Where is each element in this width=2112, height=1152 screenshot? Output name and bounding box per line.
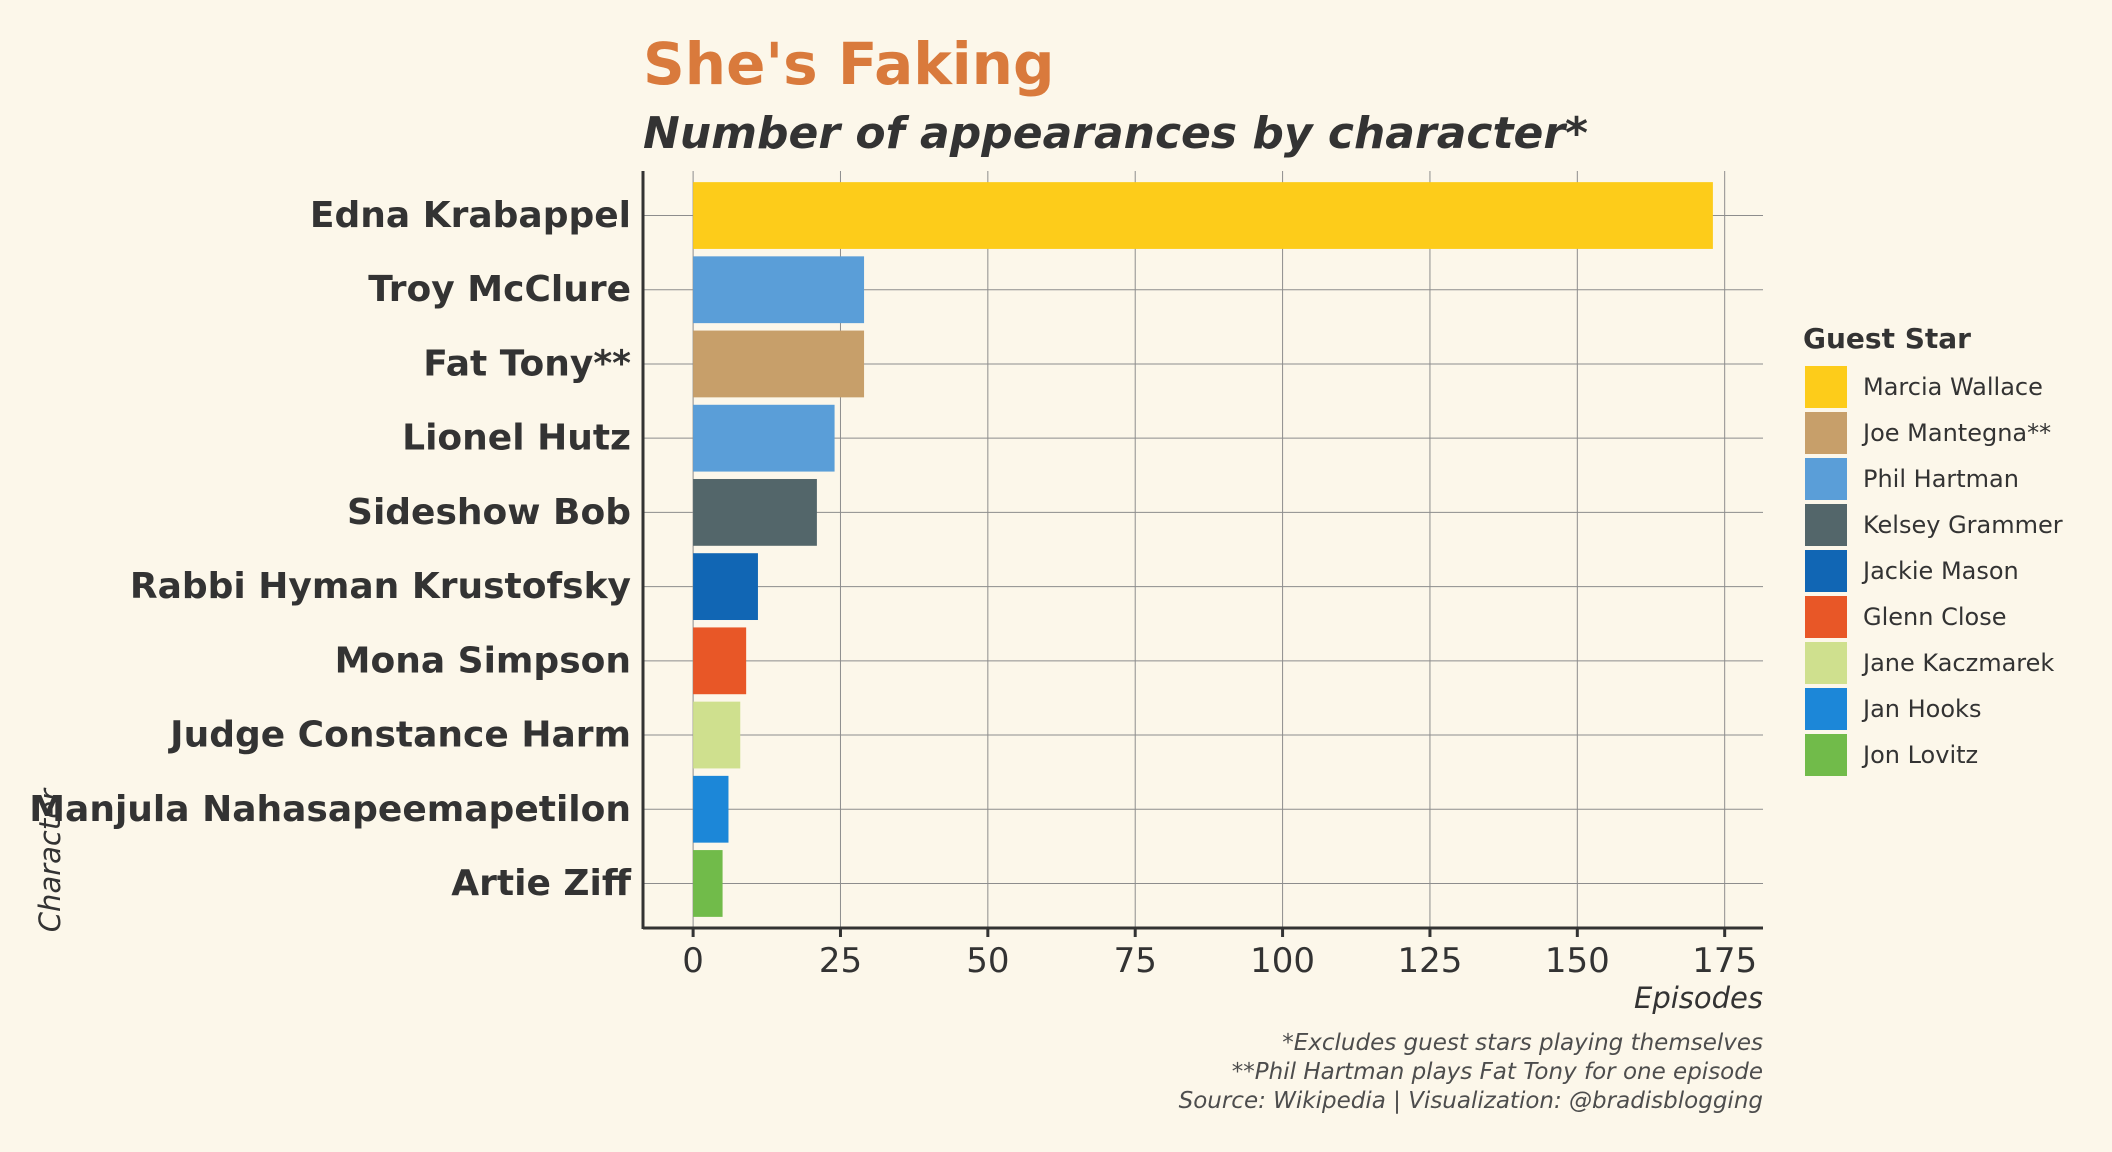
legend-label: Jon Lovitz — [1861, 741, 1978, 769]
legend-label: Jackie Mason — [1861, 557, 2019, 585]
bar — [693, 775, 729, 843]
tick-label: 75 — [1114, 941, 1157, 981]
legend-swatch — [1805, 504, 1847, 546]
legend-title: Guest Star — [1803, 322, 1971, 355]
legend-swatch — [1805, 458, 1847, 500]
tick-label: 0 — [682, 941, 704, 981]
legend-swatch — [1805, 366, 1847, 408]
legend-label: Glenn Close — [1863, 603, 2006, 631]
legend-swatch — [1805, 596, 1847, 638]
tick-label: 150 — [1545, 941, 1610, 981]
caption-line: Source: Wikipedia | Visualization: @brad… — [1179, 1088, 1763, 1114]
legend-swatch — [1805, 734, 1847, 776]
tick-label: 100 — [1250, 941, 1315, 981]
tick-label: 175 — [1692, 941, 1757, 981]
category-label: Manjula Nahasapeemapetilon — [29, 789, 631, 830]
x-axis-title: Episodes — [1634, 981, 1763, 1015]
legend-swatch — [1805, 550, 1847, 592]
bar — [693, 627, 747, 695]
caption-line: *Excludes guest stars playing themselves — [1282, 1030, 1763, 1056]
legend-label: Jane Kaczmarek — [1861, 649, 2054, 677]
legend-label: Jan Hooks — [1861, 695, 1981, 723]
bar — [693, 404, 835, 472]
bar — [693, 182, 1713, 249]
chart-title: She's Faking — [643, 30, 1055, 98]
bar — [693, 256, 865, 324]
category-label: Judge Constance Harm — [167, 715, 631, 756]
bar — [693, 701, 741, 769]
legend-swatch — [1805, 688, 1847, 730]
bar — [693, 850, 723, 917]
category-label: Artie Ziff — [451, 863, 632, 904]
category-label: Rabbi Hyman Krustofsky — [130, 566, 631, 607]
bars — [693, 182, 1713, 917]
tick-label: 50 — [966, 941, 1009, 981]
tick-label: 25 — [819, 941, 862, 981]
bar — [693, 478, 817, 546]
legend-swatch — [1805, 642, 1847, 684]
x-axis-ticks: 0 25 50 75 100 125 150 175 — [682, 928, 1757, 981]
category-labels: Edna Krabappel Troy McClure Fat Tony** Lion… — [29, 195, 632, 904]
bar — [693, 330, 865, 398]
legend-label: Marcia Wallace — [1863, 373, 2043, 401]
tick-label: 125 — [1397, 941, 1462, 981]
legend-label: Phil Hartman — [1863, 465, 2019, 493]
category-label: Edna Krabappel — [310, 195, 631, 236]
caption: *Excludes guest stars playing themselves… — [1179, 1030, 1763, 1114]
y-axis-title: Character — [33, 787, 67, 932]
legend: Marcia Wallace Joe Mantegna** Phil Hartman… — [1805, 366, 2063, 776]
category-label: Mona Simpson — [335, 640, 631, 681]
legend-label: Joe Mantegna** — [1861, 419, 2051, 447]
chart-subtitle: Number of appearances by character* — [643, 108, 1588, 159]
legend-label: Kelsey Grammer — [1863, 511, 2063, 539]
category-label: Sideshow Bob — [347, 492, 631, 533]
legend-swatch — [1805, 412, 1847, 454]
category-label: Fat Tony** — [423, 343, 631, 384]
category-label: Troy McClure — [368, 269, 631, 310]
bar — [693, 553, 758, 621]
category-label: Lionel Hutz — [402, 418, 631, 459]
caption-line: **Phil Hartman plays Fat Tony for one ep… — [1232, 1059, 1763, 1085]
